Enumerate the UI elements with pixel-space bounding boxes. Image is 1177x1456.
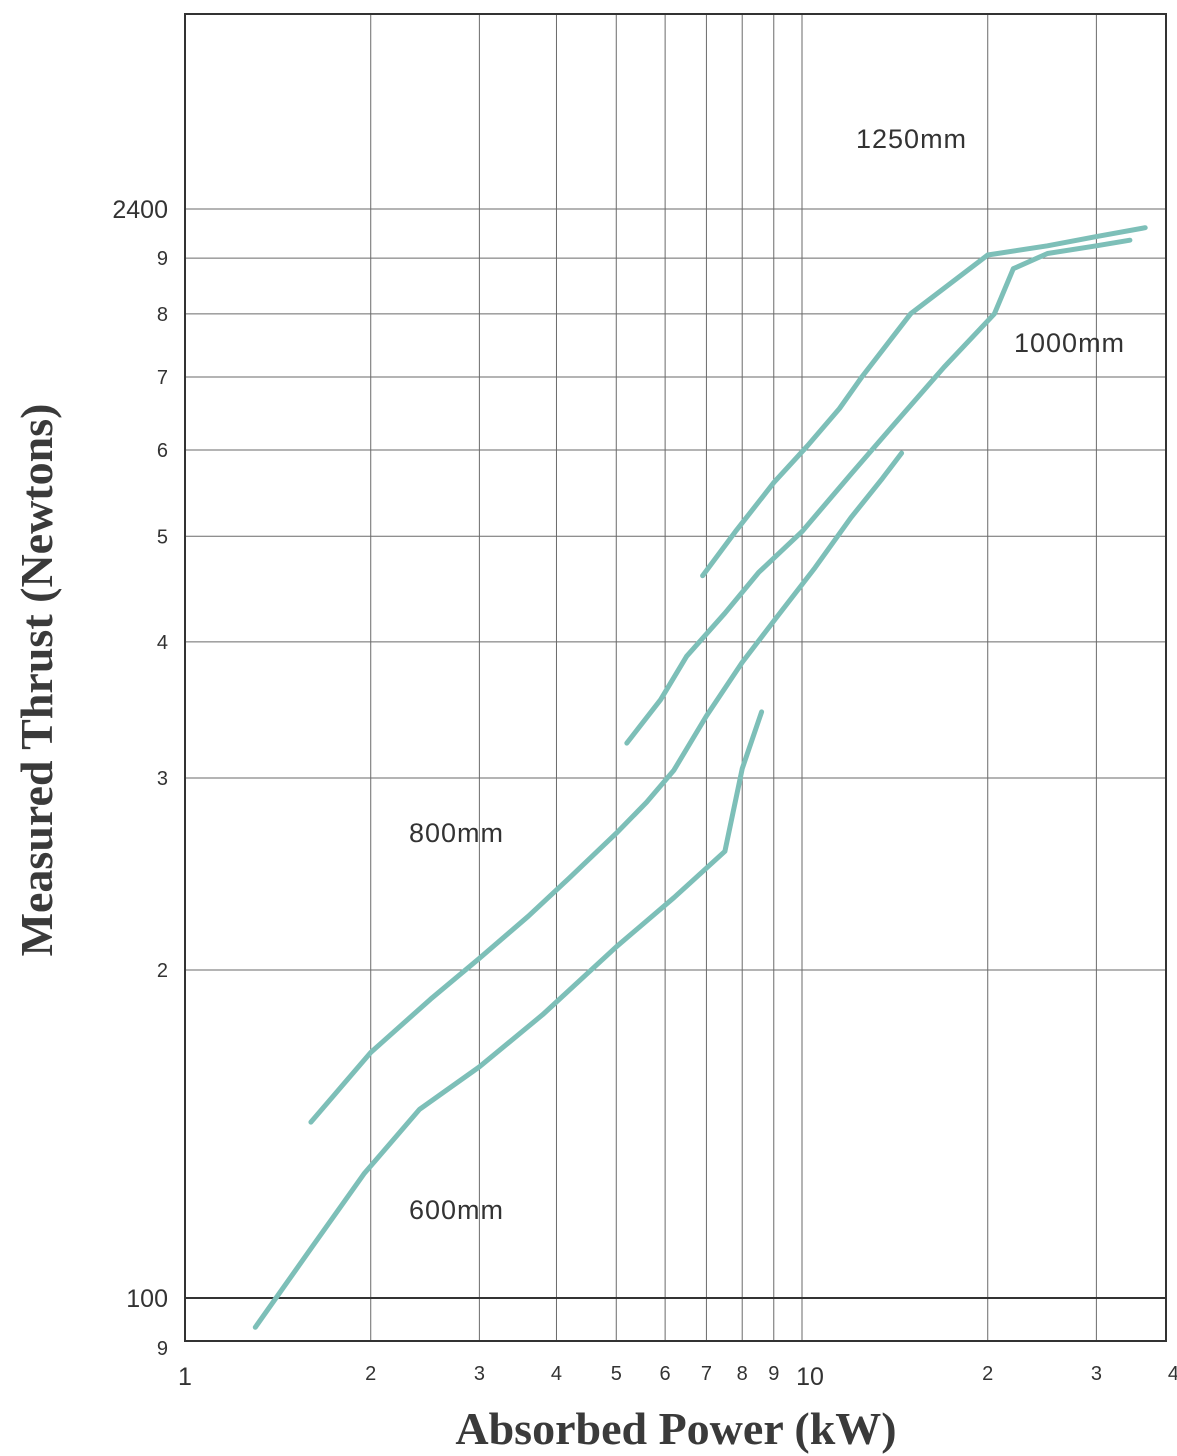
x-tick-label: 3 xyxy=(1091,1363,1102,1385)
y-tick-label: 6 xyxy=(157,440,168,462)
x-tick-label: 5 xyxy=(611,1363,622,1385)
x-tick-labels: 1 2 3 4 5 6 7 8 9 10 2 3 4 xyxy=(178,1363,1177,1391)
y-tick-label: 9 xyxy=(157,1338,168,1360)
y-tick-label: 2400 xyxy=(112,196,168,224)
x-tick-label: 2 xyxy=(365,1363,376,1385)
series-label-1000mm: 1000mm xyxy=(1014,328,1125,358)
y-tick-label: 4 xyxy=(157,632,168,654)
y-tick-label: 100 xyxy=(126,1285,168,1313)
x-axis-title: Absorbed Power (kW) xyxy=(455,1403,896,1454)
y-tick-label: 8 xyxy=(157,304,168,326)
x-tick-label: 2 xyxy=(982,1363,993,1385)
series-line-1000mm xyxy=(624,237,1133,746)
y-axis-title: Measured Thrust (Newtons) xyxy=(11,404,62,957)
series-line-800mm xyxy=(308,450,905,1125)
x-tick-label: 8 xyxy=(737,1363,748,1385)
series-label-600mm: 600mm xyxy=(409,1195,504,1225)
x-tick-label: 1 xyxy=(178,1363,192,1391)
series-lines xyxy=(252,225,1148,1330)
series-label-1250mm: 1250mm xyxy=(856,124,967,154)
plot-frame xyxy=(184,13,1167,1342)
x-tick-label: 9 xyxy=(768,1363,779,1385)
x-tick-label: 4 xyxy=(551,1363,562,1385)
y-tick-label: 2 xyxy=(157,960,168,982)
x-tick-label: 6 xyxy=(660,1363,671,1385)
x-tick-label: 7 xyxy=(701,1363,712,1385)
x-tick-label: 3 xyxy=(474,1363,485,1385)
x-tick-label: 10 xyxy=(796,1363,824,1391)
y-tick-label: 5 xyxy=(157,526,168,548)
x-tick-label: 4 xyxy=(1168,1363,1177,1385)
series-labels: 600mm 800mm 1000mm 1250mm xyxy=(409,124,1125,1225)
y-tick-label: 3 xyxy=(157,768,168,790)
y-tick-label: 9 xyxy=(157,248,168,270)
series-line-600mm xyxy=(252,709,765,1330)
series-label-800mm: 800mm xyxy=(409,818,504,848)
y-tick-labels: 9 100 2 3 4 5 6 7 8 9 2400 xyxy=(112,196,168,1360)
series-line-1250mm xyxy=(700,225,1148,579)
y-tick-label: 7 xyxy=(157,367,168,389)
